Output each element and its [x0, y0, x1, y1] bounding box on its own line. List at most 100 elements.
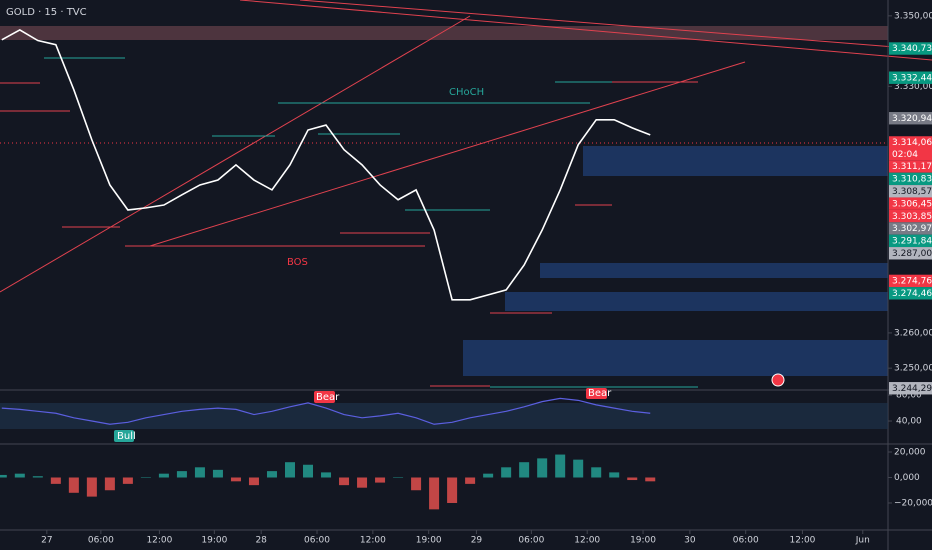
x-tick-label: 27 — [41, 536, 52, 546]
price-line — [1, 29, 651, 301]
price-label-box — [889, 160, 932, 173]
histogram-bar — [248, 477, 259, 486]
price-label: 3.244,296 — [892, 384, 932, 394]
histogram-bar — [86, 477, 97, 497]
y-tick-label: 3.330,000 — [894, 82, 932, 92]
y-tick-label: 3.260,000 — [894, 328, 932, 338]
histogram-bar — [158, 473, 169, 478]
x-tick-label: 12:00 — [360, 536, 386, 546]
histogram-bar — [375, 477, 386, 483]
histogram-bar — [429, 477, 440, 510]
histogram-bar — [50, 477, 61, 484]
x-tick-label: 12:00 — [789, 536, 815, 546]
price-label-box — [889, 287, 932, 300]
x-tick-label: Jun — [855, 536, 870, 546]
price-label-box — [889, 71, 932, 84]
histogram-bar — [104, 477, 115, 491]
chart-title: GOLD · 15 · TVC — [6, 7, 87, 18]
price-label: 3.291,840 — [892, 237, 932, 247]
event-icon — [771, 373, 785, 387]
price-label-box — [889, 112, 932, 125]
price-label: 3.274,767 — [892, 277, 932, 287]
price-label: 3.320,940 — [892, 114, 932, 124]
x-tick-label: 28 — [255, 536, 267, 546]
histogram-bar — [645, 477, 656, 482]
histogram-bar — [519, 462, 530, 478]
histogram-bar — [68, 477, 79, 493]
x-tick-label: 06:00 — [304, 536, 330, 546]
label-box — [586, 388, 607, 399]
trend-line — [149, 61, 746, 247]
trend-line — [299, 0, 932, 51]
x-tick-label: 19:00 — [416, 536, 442, 546]
histogram-bar — [0, 474, 7, 478]
histogram-bar — [176, 471, 187, 478]
histogram-bar — [573, 459, 584, 478]
histogram-bar — [122, 477, 133, 484]
price-label: 3.308,578 — [892, 187, 932, 197]
y-tick-label: 40,00 — [896, 417, 922, 427]
x-tick-label: 19:00 — [201, 536, 227, 546]
histogram-bar — [194, 467, 205, 478]
x-tick-label: 06:00 — [518, 536, 544, 546]
annotation: CHoCH — [449, 87, 484, 98]
histogram-bar — [266, 471, 277, 478]
x-tick-label: 06:00 — [88, 536, 114, 546]
price-label-box — [889, 185, 932, 198]
price-label: 3.274,460 — [892, 289, 932, 299]
price-label: 3.310,830 — [892, 175, 932, 185]
histogram-bar — [32, 476, 43, 478]
histogram-bar — [483, 473, 494, 478]
demand-zone — [463, 340, 888, 376]
rsi-line — [1, 397, 651, 425]
price-label: 3.287,000 — [892, 249, 932, 259]
histogram-bar — [230, 477, 241, 482]
histogram-bar — [447, 477, 458, 503]
x-tick-label: 19:00 — [630, 536, 656, 546]
histogram-bar — [501, 467, 512, 478]
y-tick-label: 80,00 — [896, 391, 922, 401]
price-label: 3.332,440 — [892, 73, 932, 83]
histogram-bar — [627, 477, 638, 481]
price-label-box — [889, 136, 932, 161]
price-label-box — [889, 172, 932, 186]
histogram-bar — [591, 467, 602, 478]
histogram-bar — [321, 472, 332, 478]
demand-zone — [583, 146, 888, 176]
x-tick-label: 12:00 — [574, 536, 600, 546]
price-label-box — [889, 209, 932, 223]
histogram-bar — [303, 464, 314, 478]
x-tick-label: 30 — [684, 536, 696, 546]
annotation: BOS — [287, 257, 308, 268]
price-label-box — [889, 382, 932, 395]
histogram-bar — [284, 462, 295, 478]
price-label: 3.302,971 — [892, 224, 932, 234]
annotation: Bear — [588, 388, 612, 399]
demand-zone — [540, 263, 888, 278]
countdown: 02:04 — [892, 150, 918, 160]
trend-lines — [0, 0, 932, 387]
supply-zone — [0, 26, 888, 40]
price-label-box — [889, 222, 932, 235]
histogram-bar — [339, 477, 350, 486]
label-box — [114, 430, 134, 442]
y-tick-label: 3.350,000 — [894, 11, 932, 21]
price-label-box — [889, 42, 932, 55]
price-label-box — [889, 274, 932, 288]
price-label: 3.303,855 — [892, 212, 932, 222]
price-label-box — [889, 247, 932, 260]
y-tick-label: 0,000 — [894, 473, 920, 483]
histogram-bar — [140, 477, 151, 478]
trend-line — [239, 0, 932, 61]
annotation: Bull — [117, 431, 136, 442]
x-tick-label: 12:00 — [146, 536, 172, 546]
histogram-bar — [14, 473, 25, 478]
trend-line — [0, 15, 471, 293]
histogram-bar — [357, 477, 368, 488]
y-tick-label: 20,000 — [894, 448, 926, 458]
annotation: Bear — [316, 392, 340, 403]
histogram-bar — [537, 458, 548, 478]
x-tick-label: 06:00 — [733, 536, 759, 546]
price-label-box — [889, 234, 932, 248]
